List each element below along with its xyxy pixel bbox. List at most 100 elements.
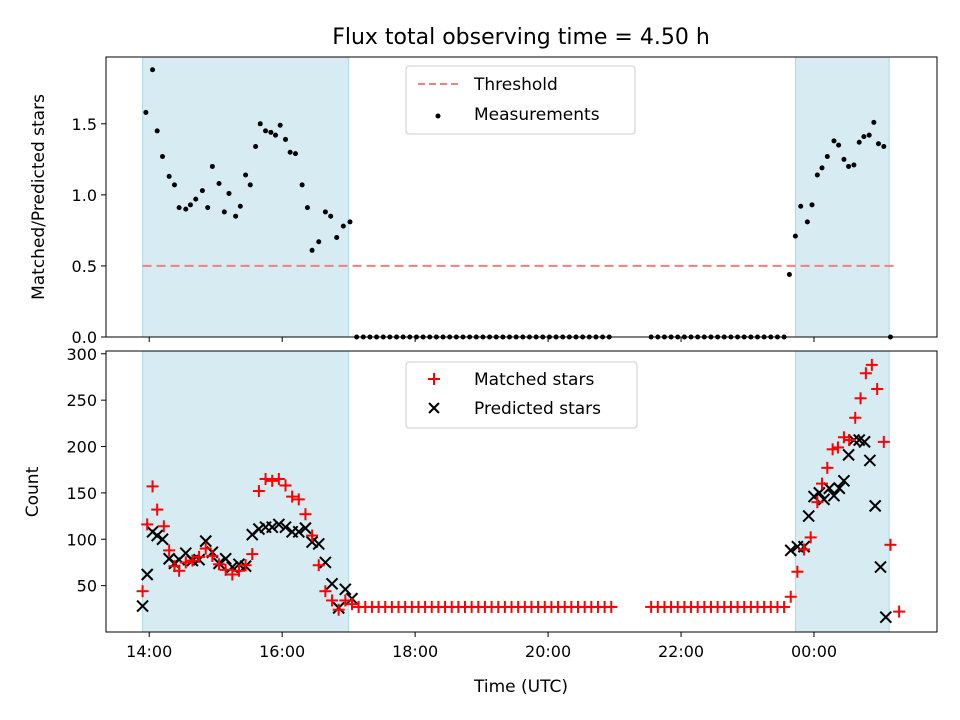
- measurement-point: [221, 209, 227, 215]
- measurement-point: [243, 172, 249, 178]
- measurement-point: [143, 109, 149, 115]
- measurement-point: [199, 188, 205, 194]
- predicted-star-point: [879, 610, 893, 624]
- predicted-star-point: [219, 552, 232, 565]
- top-panel-y-ticks: 0.0 0.5 1.0 1.5: [72, 115, 106, 347]
- matched-star-point: [146, 480, 159, 493]
- measurement-point: [340, 223, 346, 229]
- matched-star-point: [865, 358, 878, 371]
- measurement-point: [804, 219, 810, 225]
- matched-star-point: [186, 554, 199, 567]
- matched-star-point: [859, 367, 872, 380]
- matched-star-point: [893, 605, 906, 618]
- matched-star-point: [798, 543, 811, 556]
- bottom-panel: 50 100 150 200 250 300 14:00 16:00 18:00 20:00 22…: [23, 345, 938, 697]
- measurement-point: [160, 153, 166, 159]
- matched-star-point: [339, 594, 352, 607]
- predicted-star-point: [784, 544, 797, 557]
- predicted-star-point: [868, 499, 882, 513]
- measurement-point: [253, 144, 259, 150]
- matched-star-point: [871, 383, 884, 396]
- predicted-star-point: [292, 525, 305, 539]
- matched-star-point: [332, 603, 345, 616]
- bottom-panel-legend: Matched stars Predicted stars: [405, 361, 638, 429]
- predicted-star-point: [827, 489, 841, 502]
- matched-star-point: [206, 549, 219, 562]
- predicted-star-point: [842, 448, 855, 462]
- matched-star-point: [157, 520, 170, 533]
- measurement-point: [836, 142, 842, 148]
- measurement-point: [316, 239, 322, 245]
- top-panel-x-ticks: [148, 337, 815, 342]
- matched-star-point: [804, 531, 817, 544]
- predicted-star-point: [837, 474, 851, 488]
- x-tick-label: 14:00: [126, 642, 172, 661]
- predicted-star-point: [858, 435, 871, 449]
- matched-star-point: [266, 474, 279, 487]
- y-tick-label: 100: [66, 530, 97, 549]
- y-tick-label: 250: [66, 391, 97, 410]
- measurement-point: [841, 156, 847, 162]
- top-panel: 0.0 0.5 1.0 1.5 Matched/Predicted stars Thr…: [29, 56, 938, 347]
- x-tick-label: 22:00: [658, 642, 704, 661]
- matched-star-point: [299, 508, 312, 521]
- measurement-point: [154, 128, 160, 134]
- matched-star-point: [252, 485, 265, 498]
- predicted-star-point: [136, 599, 149, 613]
- matched-star-point: [272, 472, 285, 485]
- matched-star-point: [826, 443, 839, 456]
- top-panel-frame: [105, 56, 938, 338]
- matched-star-point: [843, 434, 856, 447]
- measurement-point: [866, 132, 872, 138]
- predicted-star-point: [272, 518, 286, 531]
- measurement-point: [268, 129, 274, 135]
- x-tick-label: 16:00: [259, 642, 305, 661]
- bottom-panel-frame: [105, 350, 938, 633]
- measurement-point: [334, 235, 340, 241]
- measurement-point: [299, 182, 305, 188]
- matched-star-point: [163, 544, 176, 557]
- measurement-point: [209, 163, 215, 169]
- matched-star-point: [226, 568, 239, 581]
- legend-measurements-swatch: [435, 113, 441, 119]
- matched-star-point: [173, 564, 186, 577]
- bottom-panel-x-ticks: 14:00 16:00 18:00 20:00 22:00 00:00: [126, 632, 837, 661]
- measurement-point: [171, 182, 177, 188]
- matched-star-point: [232, 564, 245, 577]
- matched-star-point: [884, 538, 897, 551]
- legend-matched-label: Matched stars: [474, 370, 594, 390]
- matched-stars-series: [136, 358, 906, 618]
- measurement-point: [831, 138, 837, 144]
- measurement-point: [183, 206, 189, 212]
- predicted-star-point: [156, 533, 169, 546]
- predicted-star-point: [325, 577, 339, 590]
- matched-star-point: [151, 503, 164, 516]
- top-panel-ylabel: Matched/Predicted stars: [29, 94, 49, 300]
- measurement-point: [257, 121, 263, 127]
- matched-star-point: [815, 477, 828, 490]
- matched-star-point: [286, 490, 299, 503]
- x-axis-label: Time (UTC): [473, 677, 568, 697]
- y-tick-label: 0.5: [72, 257, 97, 276]
- matched-star-point: [213, 558, 226, 571]
- x-tick-label: 20:00: [525, 642, 571, 661]
- legend-threshold-label: Threshold: [473, 75, 558, 95]
- measurement-point: [247, 182, 253, 188]
- measurement-point: [792, 233, 798, 239]
- matched-star-point: [246, 548, 259, 561]
- matched-star-point: [199, 542, 212, 555]
- measurement-point: [150, 67, 156, 73]
- matched-star-point: [319, 585, 332, 598]
- measurement-point: [304, 205, 310, 211]
- y-tick-label: 1.0: [72, 186, 97, 205]
- predicted-star-point: [279, 520, 292, 534]
- measurement-point: [263, 128, 269, 134]
- top-panel-shaded-intervals: [142, 56, 890, 338]
- matched-star-point: [259, 472, 272, 485]
- measurement-point: [187, 202, 193, 208]
- y-tick-label: 0.0: [72, 328, 97, 347]
- measurements-series: [143, 67, 893, 340]
- measurement-point: [851, 162, 857, 168]
- matched-star-point: [784, 590, 797, 603]
